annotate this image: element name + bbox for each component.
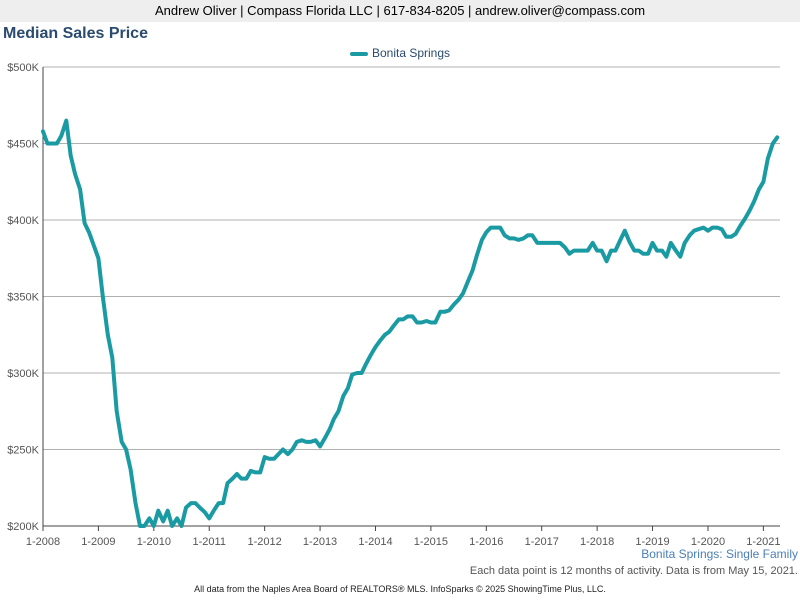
grid-lines	[43, 66, 780, 527]
y-tick-label: $400K	[7, 215, 39, 227]
y-tick-label: $200K	[7, 521, 39, 533]
x-tick-label: 1-2011	[193, 536, 226, 548]
x-tick-label: 1-2010	[137, 536, 171, 548]
series-layer	[41, 118, 780, 528]
y-tick-label: $300K	[7, 368, 39, 380]
x-tick-label: 1-2013	[303, 536, 337, 548]
x-tick-label: 1-2015	[414, 536, 448, 548]
x-tick-label: 1-2017	[525, 536, 559, 548]
y-tick-label: $350K	[7, 292, 39, 304]
x-tick-label: 1-2016	[469, 536, 503, 548]
data-note: Each data point is 12 months of activity…	[469, 565, 798, 577]
axes	[42, 67, 780, 531]
x-tick-label: 1-2019	[635, 536, 669, 548]
series-line-bonita-springs[interactable]	[41, 118, 780, 528]
header-contact-text: Andrew Oliver | Compass Florida LLC | 61…	[154, 3, 646, 18]
x-tick-label: 1-2014	[358, 536, 392, 548]
x-tick-label: 1-2009	[81, 536, 115, 548]
y-tick-label: $500K	[7, 62, 39, 74]
legend-label: Bonita Springs	[371, 46, 451, 60]
header-bar: Andrew Oliver | Compass Florida LLC | 61…	[0, 0, 800, 22]
x-tick-label: 1-2021	[746, 536, 780, 548]
chart-title: Median Sales Price	[3, 25, 148, 42]
x-tick-label: 1-2008	[26, 536, 60, 548]
x-tick-label: 1-2020	[691, 536, 725, 548]
legend-swatch	[349, 51, 368, 56]
x-tick-label: 1-2012	[248, 536, 282, 548]
y-tick-label: $450K	[7, 139, 39, 151]
x-tick-labels: 1-2008 1-2009 1-2010 1-2011 1-2012 1-2013 1-20…	[26, 536, 781, 548]
x-tick-label: 1-2018	[580, 536, 614, 548]
y-tick-labels: $200K $250K $300K $350K $400K $450K $500K	[7, 62, 39, 533]
y-tick-label: $250K	[7, 445, 39, 457]
footer-text: All data from the Naples Area Board of R…	[194, 584, 606, 594]
legend[interactable]: Bonita Springs	[0, 46, 800, 60]
chart-subtitle: Bonita Springs: Single Family	[641, 547, 798, 561]
